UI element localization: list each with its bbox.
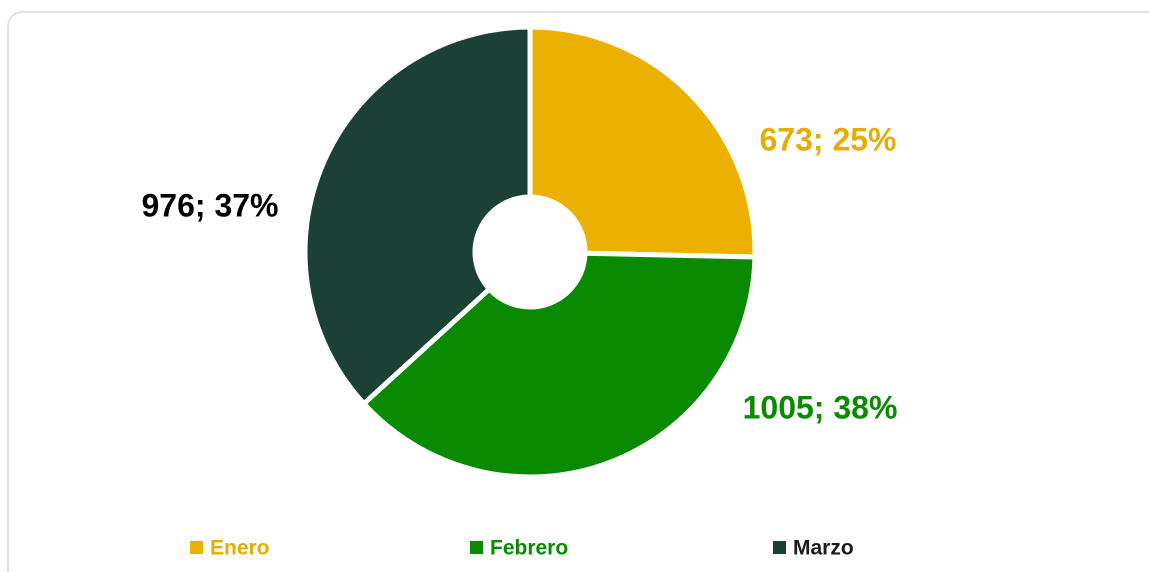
legend-swatch	[470, 541, 483, 554]
data-label: 1005; 38%	[743, 389, 898, 425]
data-label: 976; 37%	[142, 187, 279, 223]
doughnut-slice	[527, 24, 758, 260]
legend-label: Marzo	[793, 537, 854, 560]
data-label: 673; 25%	[760, 121, 897, 157]
legend-swatch	[773, 541, 786, 554]
legend-label: Enero	[210, 537, 270, 560]
doughnut-slice	[360, 250, 758, 480]
legend-swatch	[190, 541, 203, 554]
doughnut-slice	[302, 24, 533, 408]
legend-label: Febrero	[490, 537, 568, 560]
